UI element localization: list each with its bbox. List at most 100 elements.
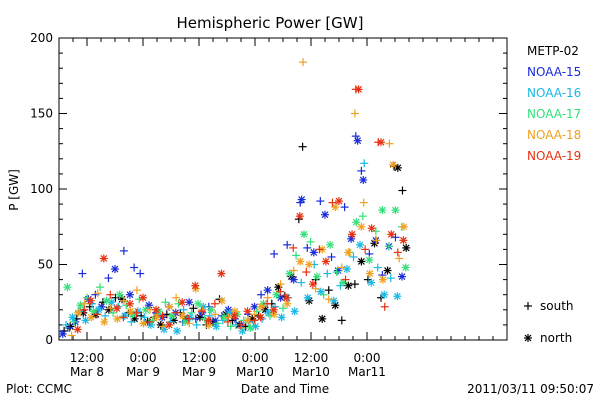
point-south	[324, 286, 333, 295]
point-south	[386, 274, 395, 283]
point-south	[93, 289, 102, 298]
point-south	[289, 266, 298, 275]
point-south	[257, 290, 266, 299]
point-south	[350, 280, 359, 289]
point-south	[341, 275, 350, 284]
point-north	[113, 314, 122, 323]
point-north	[359, 175, 368, 184]
point-north	[313, 272, 322, 281]
point-south	[373, 263, 382, 272]
x-tick-label-date: Mar10	[292, 365, 330, 379]
point-south	[213, 319, 222, 328]
point-south	[393, 248, 402, 257]
point-north	[277, 313, 286, 322]
x-tick-label-time: 0:00	[242, 351, 269, 365]
y-tick-label: 100	[30, 182, 53, 196]
chart-title: Hemispheric Power [GW]	[177, 14, 364, 32]
point-north	[398, 272, 406, 281]
point-north	[344, 248, 353, 257]
point-south	[350, 109, 359, 118]
point-north	[391, 206, 400, 215]
point-north	[152, 313, 161, 322]
point-north	[99, 254, 108, 263]
point-south	[298, 142, 307, 151]
point-south	[67, 331, 76, 340]
point-north	[126, 307, 135, 316]
point-south	[360, 159, 369, 168]
point-south	[197, 307, 206, 316]
point-north	[378, 206, 387, 215]
x-tick-label-time: 12:00	[70, 351, 105, 365]
point-north	[68, 313, 77, 322]
point-north	[309, 248, 318, 257]
point-north	[342, 265, 351, 274]
point-north	[296, 257, 305, 266]
point-north	[290, 307, 299, 316]
point-south	[145, 317, 154, 326]
data-points	[58, 58, 411, 340]
point-north	[308, 280, 317, 289]
point-north	[217, 269, 226, 278]
y-tick-label: 200	[30, 31, 53, 45]
point-south	[332, 268, 341, 277]
marker-legend-label: north	[540, 331, 572, 345]
point-south	[311, 284, 320, 293]
point-north	[347, 234, 356, 243]
x-tick-label-time: 12:00	[294, 351, 329, 365]
point-north	[321, 210, 329, 219]
point-south	[384, 242, 393, 251]
point-south	[371, 227, 380, 236]
x-tick-label-date: Mar10	[236, 365, 274, 379]
point-south	[303, 243, 312, 252]
point-north	[74, 308, 83, 317]
point-south	[283, 240, 292, 249]
point-north	[141, 305, 150, 314]
legend-entry: METP-02	[527, 44, 579, 58]
point-north	[152, 305, 161, 314]
point-south	[184, 314, 193, 323]
point-south	[211, 310, 220, 319]
point-south	[372, 236, 381, 245]
point-north	[357, 257, 366, 266]
point-north	[289, 275, 298, 284]
point-north	[165, 302, 174, 311]
point-south	[315, 245, 324, 254]
x-tick-label-date: Mar11	[348, 365, 386, 379]
point-north	[348, 230, 357, 239]
point-south	[109, 308, 118, 317]
point-south	[78, 269, 87, 278]
point-south	[192, 320, 201, 329]
point-south	[391, 233, 400, 242]
point-south	[385, 139, 394, 148]
point-north	[399, 236, 408, 245]
point-north	[365, 255, 374, 264]
point-north	[305, 260, 314, 269]
point-north	[365, 269, 374, 278]
point-north	[112, 304, 121, 313]
point-south	[189, 304, 198, 313]
point-south	[361, 245, 370, 254]
point-north	[393, 163, 402, 172]
point-south	[93, 310, 102, 319]
point-south	[297, 278, 306, 287]
y-tick-label: 0	[45, 333, 53, 347]
x-tick-label-time: 12:00	[182, 351, 217, 365]
point-north	[139, 319, 148, 328]
point-north	[402, 243, 411, 252]
point-south	[323, 269, 332, 278]
legend: METP-02 NOAA-15 NOAA-16 NOAA-17 NOAA-18 NOAA-…	[527, 44, 581, 163]
point-north	[178, 298, 187, 307]
point-north	[100, 317, 109, 326]
y-axis-label: P [GW]	[7, 169, 21, 211]
footer-plot-source: Plot: CCMC	[6, 382, 72, 396]
point-south	[395, 254, 404, 263]
point-north	[367, 278, 376, 287]
marker-legend-label: south	[540, 299, 574, 313]
point-north	[300, 230, 308, 239]
point-north	[387, 230, 396, 239]
point-south	[270, 249, 279, 258]
point-north	[120, 311, 129, 320]
point-north	[243, 307, 252, 316]
point-south	[289, 243, 298, 252]
